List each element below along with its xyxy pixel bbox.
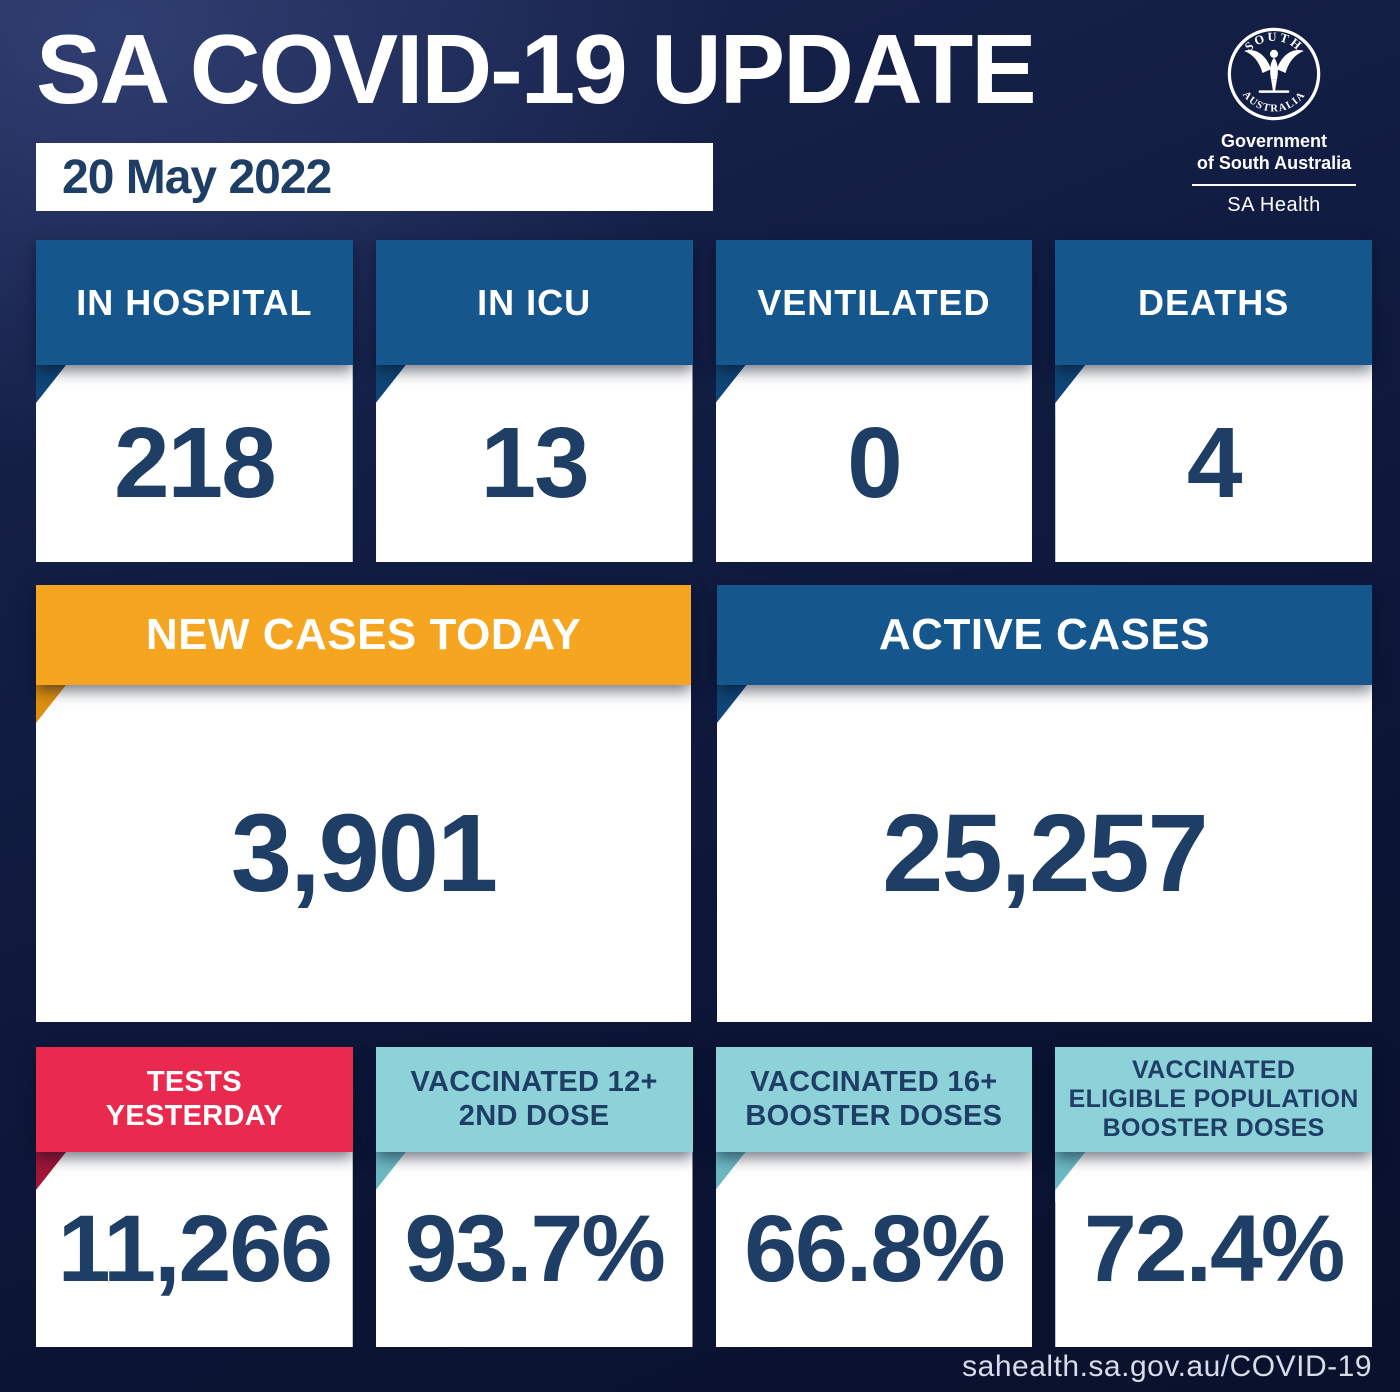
- card-value: 66.8%: [744, 1196, 1005, 1302]
- card-header: ACTIVE CASES: [717, 585, 1372, 685]
- sa-gov-seal-icon: SOUTH AUSTRALIA: [1227, 27, 1321, 121]
- card-body: 3,901: [36, 685, 691, 1022]
- card-body: 4: [1055, 365, 1372, 562]
- card-label: IN ICU: [477, 281, 592, 323]
- footer-url: sahealth.sa.gov.au/COVID-19: [962, 1350, 1372, 1383]
- page-title: SA COVID-19 UPDATE: [36, 14, 1037, 124]
- card-label: IN HOSPITAL: [76, 281, 313, 323]
- date-banner: 20 May 2022: [36, 143, 713, 211]
- seal-ring: [1227, 27, 1321, 121]
- date-text: 20 May 2022: [62, 150, 332, 204]
- stat-card-in-icu: IN ICU 13: [375, 240, 693, 562]
- stat-card-active-cases: ACTIVE CASES 25,257: [717, 585, 1372, 1022]
- card-value: 4: [1186, 407, 1243, 519]
- card-body: 25,257: [717, 685, 1372, 1022]
- logo-org-name: Government of South Australia: [1197, 131, 1351, 175]
- card-value: 11,266: [57, 1196, 333, 1302]
- card-header: VACCINATED ELIGIBLE POPULATION BOOSTER D…: [1055, 1047, 1372, 1152]
- card-value: 218: [113, 407, 277, 519]
- card-header: IN HOSPITAL: [36, 240, 353, 365]
- stat-card-vaccinated-12plus-2nd-dose: VACCINATED 12+ 2ND DOSE 93.7%: [375, 1047, 693, 1347]
- card-label: DEATHS: [1137, 281, 1290, 323]
- card-label: VENTILATED: [757, 281, 991, 323]
- logo-divider: [1192, 183, 1356, 186]
- card-label-line: YESTERDAY: [105, 1099, 284, 1132]
- card-label: ACTIVE CASES: [878, 610, 1211, 659]
- card-label-line: ELIGIBLE POPULATION: [1068, 1085, 1359, 1113]
- stat-card-vaccinated-16plus-booster: VACCINATED 16+ BOOSTER DOSES 66.8%: [715, 1047, 1033, 1347]
- piping-shrike-bird-icon: [1244, 49, 1304, 93]
- stat-card-in-hospital: IN HOSPITAL 218: [36, 240, 353, 562]
- stats-row-bottom: TESTS YESTERDAY 11,266 VACCINATED 12+ 2N…: [36, 1047, 1372, 1347]
- card-value: 0: [847, 407, 903, 519]
- stat-card-ventilated: VENTILATED 0: [715, 240, 1033, 562]
- card-label-line: 2ND DOSE: [458, 1099, 610, 1132]
- card-value: 72.4%: [1083, 1196, 1345, 1302]
- card-label-line: VACCINATED 16+: [750, 1065, 998, 1098]
- card-body: 218: [36, 365, 353, 562]
- card-body: 11,266: [36, 1152, 353, 1347]
- logo-org-line2: of South Australia: [1196, 152, 1352, 173]
- card-body: 0: [715, 365, 1033, 562]
- stat-card-deaths: DEATHS 4: [1055, 240, 1372, 562]
- card-header: TESTS YESTERDAY: [36, 1047, 353, 1152]
- card-header: DEATHS: [1055, 240, 1372, 365]
- stat-card-tests-yesterday: TESTS YESTERDAY 11,266: [36, 1047, 353, 1347]
- card-label-line: BOOSTER DOSES: [745, 1099, 1003, 1132]
- card-value: 93.7%: [404, 1196, 665, 1302]
- card-header: VENTILATED: [715, 240, 1033, 365]
- stats-row-featured: NEW CASES TODAY 3,901 ACTIVE CASES 25,25…: [36, 585, 1372, 1022]
- sa-gov-logo: SOUTH AUSTRALIA Government of South Aust…: [1174, 26, 1374, 217]
- card-header: VACCINATED 12+ 2ND DOSE: [375, 1047, 693, 1152]
- card-header: VACCINATED 16+ BOOSTER DOSES: [715, 1047, 1033, 1152]
- card-label: NEW CASES TODAY: [145, 610, 582, 659]
- card-label-line: TESTS: [146, 1065, 242, 1098]
- stats-row-top: IN HOSPITAL 218 IN ICU 13 VENTIL: [36, 240, 1372, 562]
- card-body: 66.8%: [715, 1152, 1033, 1347]
- logo-division-name: SA Health: [1227, 193, 1321, 216]
- card-label-line: VACCINATED 12+: [410, 1065, 658, 1098]
- card-body: 72.4%: [1055, 1152, 1372, 1347]
- card-label-line: VACCINATED: [1132, 1056, 1296, 1084]
- stat-card-new-cases-today: NEW CASES TODAY 3,901: [36, 585, 691, 1022]
- card-value: 3,901: [230, 792, 498, 915]
- card-value: 25,257: [882, 792, 1208, 915]
- card-body: 13: [375, 365, 693, 562]
- card-label-line: BOOSTER DOSES: [1102, 1114, 1325, 1142]
- stat-card-vaccinated-eligible-booster: VACCINATED ELIGIBLE POPULATION BOOSTER D…: [1055, 1047, 1372, 1347]
- logo-org-line1: Government: [1220, 131, 1328, 151]
- card-body: 93.7%: [375, 1152, 693, 1347]
- card-header: NEW CASES TODAY: [36, 585, 691, 685]
- card-value: 13: [480, 407, 590, 519]
- card-header: IN ICU: [375, 240, 693, 365]
